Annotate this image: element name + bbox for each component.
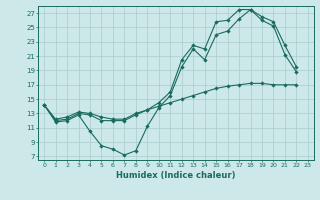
X-axis label: Humidex (Indice chaleur): Humidex (Indice chaleur) (116, 171, 236, 180)
